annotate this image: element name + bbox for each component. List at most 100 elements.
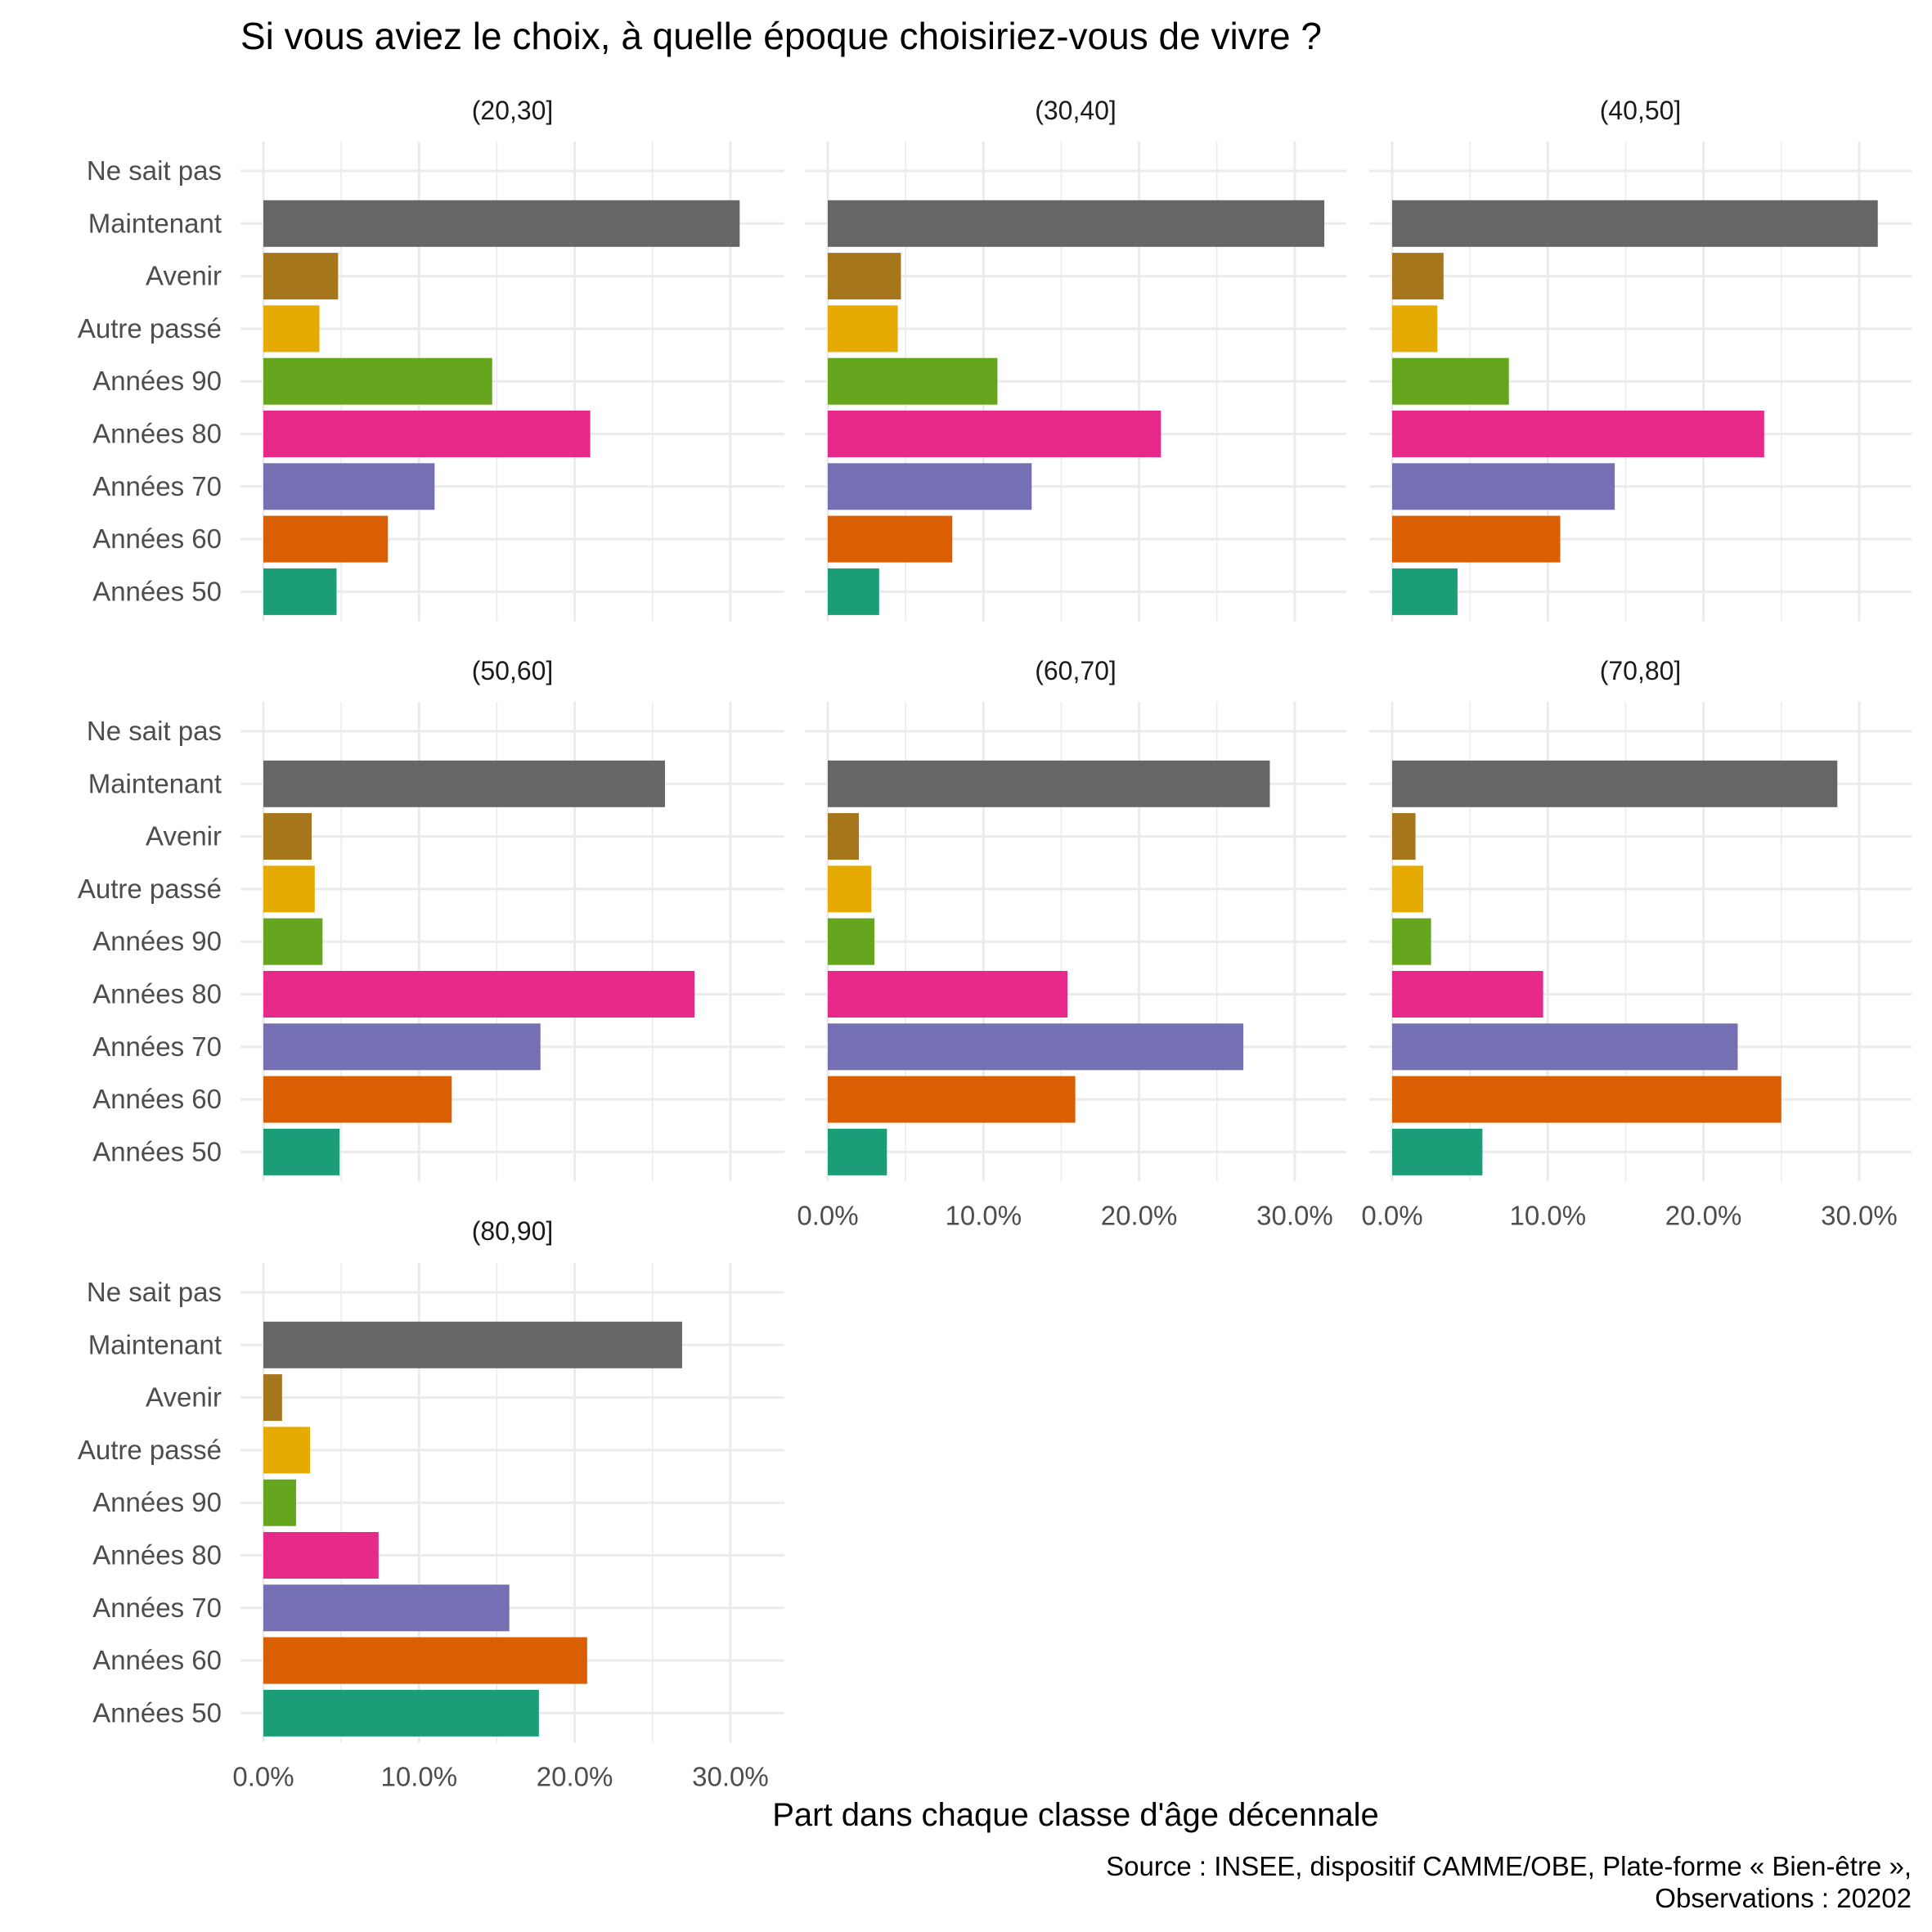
y-tick-label: Années 70	[92, 1031, 222, 1062]
bar-maintenant	[1392, 200, 1878, 247]
y-tick-label: Années 60	[92, 1645, 222, 1675]
bar-autre-passe	[1392, 865, 1424, 913]
bar-autre-passe	[263, 865, 315, 913]
y-tick-label: Années 60	[92, 1084, 222, 1114]
x-tick-label: 0.0%	[1361, 1200, 1422, 1230]
facet-panel-2: (30,40]	[805, 96, 1346, 622]
bar-annees-60	[828, 1076, 1076, 1123]
chart-title: Si vous aviez le choix, à quelle époque …	[240, 15, 1322, 57]
facet-panels: (20,30] Ne sait pas Maintenant Avenir Autre …	[78, 96, 1912, 1791]
x-tick-label: 10.0%	[381, 1761, 458, 1791]
y-tick-label: Autre passé	[78, 874, 222, 904]
facet-strip-label: (60,70]	[1035, 656, 1117, 685]
facet-panel-5: (60,70] 0.0% 10.0% 20.0% 30.0%	[797, 656, 1346, 1230]
facet-strip-label: (80,90]	[472, 1216, 554, 1246]
y-tick-label: Années 90	[92, 926, 222, 956]
bar-annees-50	[263, 568, 337, 615]
x-tick-label: 20.0%	[1101, 1200, 1178, 1230]
facet-panel-1: (20,30] Ne sait pas Maintenant Avenir Autre …	[78, 96, 784, 622]
bar-annees-50	[263, 1689, 539, 1737]
x-tick-label: 0.0%	[232, 1761, 294, 1791]
bar-annees-90	[1392, 918, 1431, 965]
caption-observations: Observations : 20202	[1655, 1883, 1912, 1913]
facet-strip-label: (70,80]	[1600, 656, 1682, 685]
bar-annees-60	[828, 515, 953, 563]
y-tick-label: Années 70	[92, 471, 222, 501]
y-tick-label: Ne sait pas	[87, 716, 222, 746]
facet-strip-label: (30,40]	[1035, 96, 1117, 125]
x-tick-label: 20.0%	[537, 1761, 613, 1791]
bar-autre-passe	[263, 1427, 311, 1474]
bar-annees-50	[263, 1128, 340, 1175]
bar-annees-70	[263, 1023, 541, 1071]
y-tick-label: Années 70	[92, 1593, 222, 1623]
bar-annees-80	[263, 1532, 379, 1579]
y-tick-label: Années 50	[92, 1697, 222, 1728]
facet-strip-label: (40,50]	[1600, 96, 1682, 125]
bar-autre-passe	[828, 305, 898, 353]
bar-annees-60	[1392, 1076, 1781, 1123]
bar-annees-80	[828, 411, 1161, 457]
bar-annees-70	[828, 1023, 1244, 1071]
y-tick-label: Ne sait pas	[87, 155, 222, 186]
y-tick-label: Années 90	[92, 1487, 222, 1517]
x-axis-label: Part dans chaque classe d'âge décennale	[772, 1797, 1379, 1833]
x-tick-label: 10.0%	[1510, 1200, 1587, 1230]
bar-annees-80	[263, 411, 591, 457]
bar-avenir	[263, 1374, 282, 1422]
bar-annees-90	[828, 918, 875, 965]
y-tick-label: Années 80	[92, 1540, 222, 1570]
bar-annees-70	[1392, 463, 1615, 510]
bar-annees-50	[1392, 568, 1458, 615]
y-tick-label: Maintenant	[88, 768, 222, 798]
bar-annees-50	[828, 568, 879, 615]
bar-maintenant	[1392, 760, 1838, 807]
bar-maintenant	[828, 200, 1325, 247]
bar-annees-90	[1392, 357, 1509, 405]
bar-avenir	[263, 813, 312, 860]
bar-annees-80	[828, 971, 1068, 1018]
bar-avenir	[1392, 813, 1416, 860]
y-tick-label: Avenir	[146, 1382, 222, 1413]
facet-strip-label: (50,60]	[472, 656, 554, 685]
bar-annees-50	[828, 1128, 887, 1175]
bar-maintenant	[263, 760, 665, 807]
y-tick-label: Années 80	[92, 419, 222, 449]
bar-annees-60	[263, 1076, 452, 1123]
bar-annees-70	[263, 463, 435, 510]
y-tick-label: Années 90	[92, 366, 222, 396]
x-tick-label: 20.0%	[1665, 1200, 1742, 1230]
bar-annees-60	[263, 515, 389, 563]
bar-annees-90	[263, 1479, 296, 1526]
bar-avenir	[263, 253, 339, 300]
y-tick-label: Années 60	[92, 523, 222, 554]
facet-strip-label: (20,30]	[472, 96, 554, 125]
bar-avenir	[828, 813, 860, 860]
bar-autre-passe	[263, 305, 320, 353]
bar-annees-80	[1392, 411, 1764, 457]
bar-maintenant	[263, 200, 740, 247]
bar-annees-60	[263, 1637, 587, 1684]
y-tick-label: Avenir	[146, 261, 222, 291]
y-tick-label: Années 50	[92, 1136, 222, 1166]
bar-annees-70	[1392, 1023, 1738, 1071]
x-tick-label: 30.0%	[1256, 1200, 1333, 1230]
y-tick-label: Ne sait pas	[87, 1277, 222, 1307]
x-tick-label: 10.0%	[946, 1200, 1022, 1230]
bar-annees-70	[828, 463, 1032, 510]
y-tick-label: Autre passé	[78, 313, 222, 344]
bar-autre-passe	[828, 865, 872, 913]
bar-annees-90	[828, 357, 998, 405]
bar-maintenant	[828, 760, 1270, 807]
bar-annees-80	[263, 971, 695, 1018]
bar-annees-90	[263, 918, 323, 965]
bar-avenir	[1392, 253, 1444, 300]
bar-annees-70	[263, 1584, 510, 1632]
y-tick-label: Années 80	[92, 979, 222, 1009]
bar-annees-80	[1392, 971, 1543, 1018]
caption-source: Source : INSEE, dispositif CAMME/OBE, Pl…	[1106, 1851, 1912, 1881]
bar-autre-passe	[1392, 305, 1438, 353]
bar-annees-60	[1392, 515, 1561, 563]
y-tick-label: Maintenant	[88, 1329, 222, 1359]
